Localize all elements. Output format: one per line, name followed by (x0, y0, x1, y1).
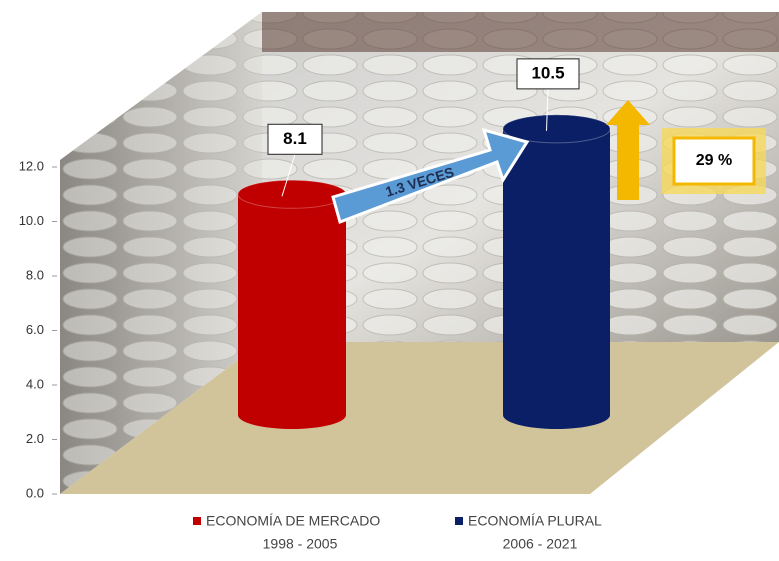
bar-top (502, 114, 611, 144)
growth-annotation: 29 % (606, 100, 766, 200)
label-box (516, 58, 580, 90)
y-axis: 0.0 2.0 4.0 6.0 8.0 10.0 12.0 (19, 158, 57, 500)
y-tick-label: 0.0 (26, 485, 44, 500)
bars: 8.1 10.5 (237, 58, 611, 430)
data-label: 8.1 (283, 129, 307, 148)
legend-period: 2006 - 2021 (503, 536, 578, 552)
legend: ECONOMÍA DE MERCADO 1998 - 2005 ECONOMÍA P… (193, 513, 602, 552)
data-label: 10.5 (531, 63, 564, 82)
legend-swatch (193, 517, 201, 525)
label-box (267, 123, 323, 155)
y-tick-label: 12.0 (19, 158, 44, 173)
bar (503, 114, 610, 430)
bar-top (237, 179, 347, 209)
y-tick-label: 6.0 (26, 322, 44, 337)
y-tick-label: 2.0 (26, 431, 44, 446)
legend-label: ECONOMÍA DE MERCADO (206, 513, 380, 529)
legend-swatch (455, 517, 463, 525)
label-leader (281, 154, 296, 197)
bar (238, 180, 346, 429)
annotation: 29 % (696, 152, 732, 169)
y-tick-label: 10.0 (19, 213, 44, 228)
y-tick-label: 8.0 (26, 267, 44, 282)
label-leader (546, 88, 549, 131)
y-tick-label: 4.0 (26, 376, 44, 391)
legend-label: ECONOMÍA PLURAL (468, 513, 602, 529)
legend-period: 1998 - 2005 (263, 536, 338, 552)
background (60, 12, 779, 494)
